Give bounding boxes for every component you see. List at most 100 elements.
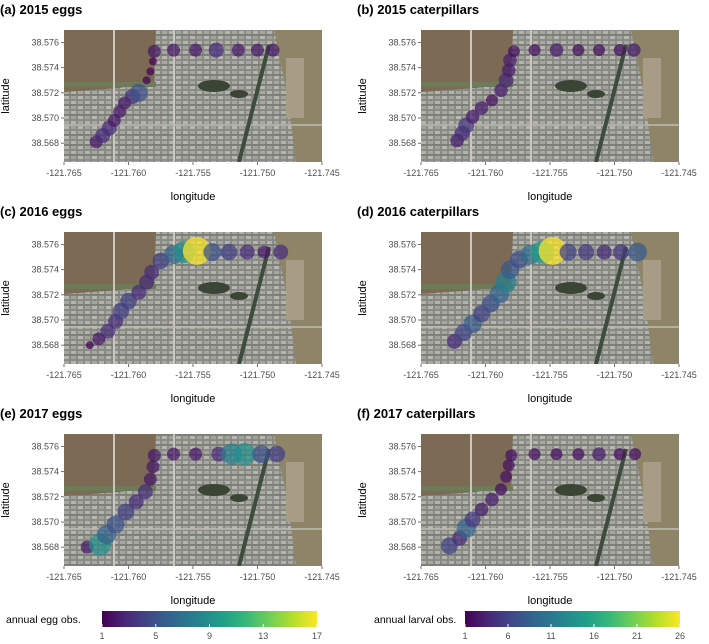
x-tick-label: -121.755 [532, 168, 568, 178]
satellite-map [64, 232, 322, 364]
panel-title: (a) 2015 eggs [0, 2, 82, 17]
data-point [137, 484, 153, 500]
farmland [421, 30, 513, 92]
x-tick-label: -121.755 [532, 572, 568, 582]
colorbar-tick-label: 9 [207, 631, 212, 641]
y-tick-label: 38.572 [31, 88, 59, 98]
data-point [578, 244, 595, 261]
panels: (a) 2015 eggs 38.568 38.570 38.572 38.574 38.… [0, 2, 697, 607]
y-tick-label: 38.572 [388, 492, 416, 502]
y-axis-label: latitude [357, 78, 369, 113]
pond [555, 282, 587, 294]
data-point [628, 242, 647, 262]
data-point [233, 443, 256, 466]
colorbar-legend-2: annual larval obs.1 6 11 16 21 26 [374, 611, 685, 641]
farmland [64, 30, 156, 92]
data-point [273, 244, 289, 260]
farmland [64, 434, 156, 496]
x-tick-label: -121.745 [661, 572, 697, 582]
data-point [239, 244, 255, 260]
y-axis-label: latitude [0, 482, 12, 517]
pond [555, 484, 587, 496]
panel-title: (c) 2016 eggs [0, 204, 82, 219]
data-point [129, 83, 148, 102]
data-point [147, 44, 161, 58]
data-point [257, 245, 271, 259]
data-point [146, 67, 155, 76]
data-point [613, 448, 626, 461]
x-tick-label: -121.750 [240, 168, 276, 178]
data-points [85, 236, 289, 350]
y-tick-label: 38.574 [31, 467, 59, 477]
y-tick-label: 38.568 [31, 542, 59, 552]
data-point [505, 449, 518, 462]
y-axis-label: latitude [357, 280, 369, 315]
y-axis-label: latitude [0, 78, 12, 113]
y-tick-label: 38.570 [388, 315, 416, 325]
y-tick-label: 38.576 [388, 442, 416, 452]
colorbar-tick-label: 26 [675, 631, 685, 641]
x-axis-label: longitude [171, 595, 216, 607]
x-tick-label: -121.760 [468, 370, 504, 380]
data-point [474, 502, 489, 517]
data-point [502, 459, 515, 472]
x-tick-label: -121.745 [304, 168, 340, 178]
x-axis-label: longitude [528, 191, 573, 203]
x-axis-label: longitude [528, 595, 573, 607]
panel-title: (d) 2016 caterpillars [357, 204, 479, 219]
y-tick-label: 38.574 [388, 467, 416, 477]
legend-title: annual egg obs. [6, 614, 81, 626]
y-tick-label: 38.574 [31, 265, 59, 275]
pond [198, 484, 230, 496]
y-tick-label: 38.570 [31, 315, 59, 325]
y-tick-label: 38.570 [388, 517, 416, 527]
panel-title: (f) 2017 caterpillars [357, 406, 476, 421]
x-tick-label: -121.760 [468, 168, 504, 178]
colorbar-tick-label: 16 [589, 631, 599, 641]
data-point [465, 109, 480, 124]
colorbar-tick-label: 11 [546, 631, 555, 641]
data-point [572, 448, 585, 461]
colorbar-legend-1: annual egg obs. 1 5 9 13 17 [6, 611, 322, 641]
x-tick-label: -121.765 [403, 168, 439, 178]
x-tick-label: -121.765 [403, 572, 439, 582]
data-point [128, 494, 144, 510]
x-tick-label: -121.755 [175, 370, 211, 380]
data-point [208, 42, 224, 58]
panel-6: (f) 2017 caterpillars 38.568 38.570 38.572 3… [357, 406, 697, 607]
y-tick-label: 38.568 [31, 340, 59, 350]
legend-title: annual larval obs. [374, 614, 456, 626]
data-point [251, 43, 264, 57]
panel-4: (d) 2016 caterpillars 38.568 38.570 38.572 3… [357, 204, 697, 405]
data-point [149, 57, 157, 66]
x-tick-label: -121.750 [597, 370, 633, 380]
y-tick-label: 38.574 [388, 63, 416, 73]
colorbar-tick-label: 1 [99, 631, 104, 641]
x-tick-label: -121.760 [468, 572, 504, 582]
y-tick-label: 38.576 [388, 38, 416, 48]
x-tick-label: -121.755 [175, 168, 211, 178]
data-points [80, 443, 286, 556]
y-tick-label: 38.572 [388, 290, 416, 300]
data-point [501, 63, 516, 77]
colorbar-tick-label: 17 [312, 631, 322, 641]
y-axis-label: latitude [357, 482, 369, 517]
colorbar-tick-label: 21 [632, 631, 642, 641]
panel-1: (a) 2015 eggs 38.568 38.570 38.572 38.574 38.… [0, 2, 340, 203]
colorbar-tick-label: 1 [462, 631, 467, 641]
data-point [142, 76, 151, 85]
data-point [117, 503, 135, 521]
y-tick-label: 38.576 [31, 442, 59, 452]
colorbar [465, 611, 680, 627]
data-point [220, 243, 238, 261]
data-point [268, 445, 286, 463]
y-tick-label: 38.570 [388, 113, 416, 123]
colorbar [102, 611, 317, 627]
data-point [629, 448, 642, 461]
data-point [550, 448, 563, 461]
data-point [203, 243, 222, 262]
x-tick-label: -121.760 [111, 168, 147, 178]
data-point [266, 43, 280, 57]
x-tick-label: -121.750 [240, 572, 276, 582]
colorbar-tick-label: 5 [153, 631, 158, 641]
